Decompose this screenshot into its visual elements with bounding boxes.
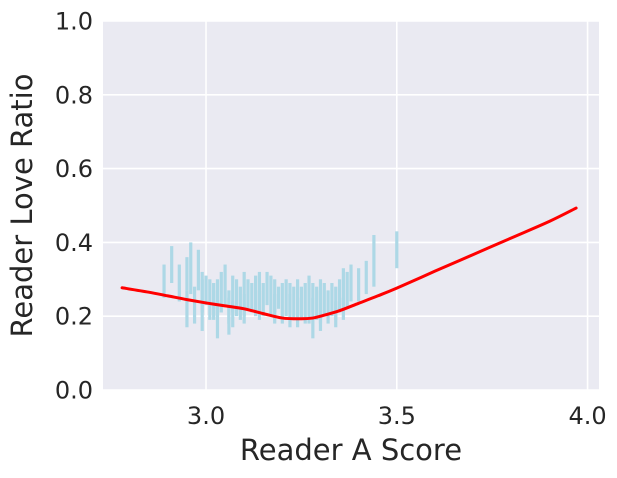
y-tick-label: 0.0 (55, 377, 93, 405)
plot-background (103, 21, 599, 390)
y-tick-label: 0.6 (55, 155, 93, 183)
x-tick-labels: 3.0 3.5 4.0 (187, 402, 607, 430)
y-tick-label: 1.0 (55, 8, 93, 36)
trend-line-group (120, 206, 578, 321)
y-tick-label: 0.8 (55, 81, 93, 109)
x-gridlines (205, 21, 589, 390)
y-axis-title: Reader Love Ratio (5, 74, 39, 338)
y-tick-label: 0.2 (55, 303, 93, 331)
x-tick-label: 4.0 (568, 402, 606, 430)
x-tick-label: 3.0 (187, 402, 225, 430)
y-tick-labels: 0.0 0.2 0.4 0.6 0.8 1.0 (55, 8, 93, 405)
trend-line (120, 206, 578, 321)
y-tick-label: 0.4 (55, 229, 93, 257)
x-axis-title: Reader A Score (240, 433, 462, 467)
x-tick-label: 3.5 (378, 402, 416, 430)
